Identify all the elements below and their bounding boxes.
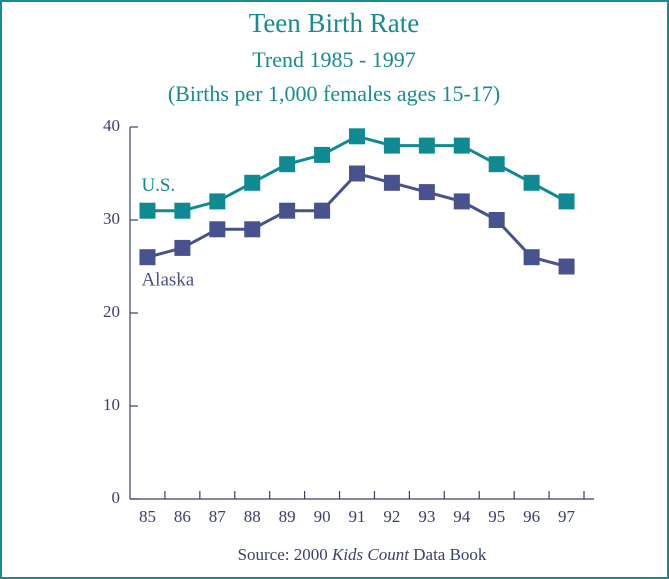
x-tick-label: 93 — [418, 507, 435, 526]
marker — [453, 137, 470, 154]
marker — [383, 174, 400, 191]
marker — [523, 249, 540, 266]
y-tick-label: 0 — [112, 488, 121, 507]
marker — [209, 193, 226, 210]
marker — [349, 128, 365, 145]
marker — [488, 156, 505, 173]
marker — [383, 137, 400, 154]
source-text: Source: 2000 — [238, 545, 332, 564]
marker — [244, 221, 261, 238]
marker — [174, 239, 191, 256]
marker — [418, 137, 435, 154]
x-tick-label: 97 — [558, 507, 576, 526]
x-tick-label: 91 — [349, 507, 366, 526]
series-label: Alaska — [141, 270, 194, 291]
x-tick-label: 94 — [453, 507, 471, 526]
marker — [139, 202, 156, 219]
marker — [209, 221, 226, 238]
x-tick-label: 86 — [174, 507, 191, 526]
y-tick-label: 30 — [103, 209, 120, 228]
source-text: Kids Count — [331, 545, 410, 564]
marker — [314, 202, 331, 219]
y-tick-label: 10 — [103, 395, 120, 414]
marker — [244, 174, 261, 191]
marker — [418, 184, 435, 201]
x-tick-label: 85 — [139, 507, 156, 526]
chart-subtitle: (Births per 1,000 females ages 15-17) — [168, 81, 500, 106]
chart-subtitle: Trend 1985 - 1997 — [252, 47, 416, 72]
marker — [349, 165, 365, 182]
series-label: U.S. — [141, 175, 175, 196]
chart-title: Teen Birth Rate — [249, 8, 420, 38]
x-tick-label: 89 — [279, 507, 296, 526]
x-tick-label: 96 — [523, 507, 540, 526]
x-tick-label: 90 — [314, 507, 331, 526]
marker — [558, 258, 575, 275]
marker — [558, 193, 575, 210]
x-tick-label: 92 — [383, 507, 400, 526]
marker — [488, 212, 505, 228]
x-tick-label: 88 — [244, 507, 261, 526]
marker — [453, 193, 470, 210]
source: Source: 2000 Kids Count Data Book — [238, 545, 487, 564]
y-tick-label: 20 — [103, 302, 120, 321]
marker — [314, 146, 331, 163]
marker — [279, 156, 296, 173]
marker — [139, 249, 156, 266]
x-tick-label: 87 — [209, 507, 227, 526]
marker — [523, 174, 540, 191]
marker — [279, 202, 296, 219]
y-tick-label: 40 — [103, 116, 120, 135]
marker — [174, 202, 191, 219]
x-tick-label: 95 — [488, 507, 505, 526]
source-text: Data Book — [409, 545, 487, 564]
